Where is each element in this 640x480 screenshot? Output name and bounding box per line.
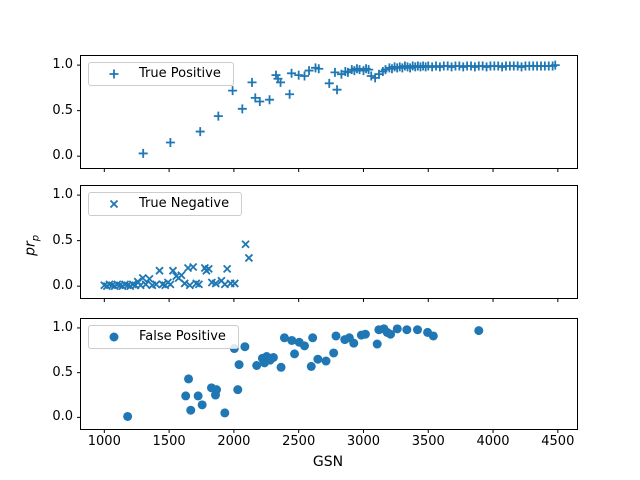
true-negative-scatter-plot xyxy=(77,194,559,302)
legend-true-positive: True Positive xyxy=(88,62,234,86)
y-tick-label: 0.5 xyxy=(52,102,73,118)
y-tick-label: 1.0 xyxy=(52,187,73,203)
x-tick-label: 3000 xyxy=(346,434,380,449)
y-tick-label: 0.0 xyxy=(52,148,73,164)
y-tick-label: 0.0 xyxy=(52,409,73,425)
legend-label-true-positive: True Positive xyxy=(139,66,221,81)
legend-label-true-negative: True Negative xyxy=(139,196,230,211)
x-tick-label: 1500 xyxy=(152,434,186,449)
y-tick-label: 1.0 xyxy=(52,57,73,73)
y-tick-label: 0.5 xyxy=(52,232,73,248)
y-axis-label-main: pr xyxy=(22,241,39,256)
x-tick-label: 3500 xyxy=(411,434,445,449)
x-marker-icon xyxy=(89,198,139,210)
subplot-true-negative: True Negative 0.0 0.5 1.0 xyxy=(52,185,578,302)
legend-label-false-positive: False Positive xyxy=(139,329,226,344)
y-tick-label: 1.0 xyxy=(52,319,73,335)
x-tick-label: 4500 xyxy=(541,434,575,449)
legend-false-positive: False Positive xyxy=(88,325,239,349)
plus-marker-icon xyxy=(89,68,139,80)
x-tick-label: 4000 xyxy=(476,434,510,449)
true-positive-scatter-plot xyxy=(77,60,560,172)
legend-true-negative: True Negative xyxy=(88,192,243,216)
x-tick-label: 2000 xyxy=(217,434,251,449)
x-tick-label: 2500 xyxy=(282,434,316,449)
false-positive-scatter-plot xyxy=(77,324,559,433)
y-axis-label: prp xyxy=(23,205,42,285)
circle-marker-icon xyxy=(89,331,139,343)
x-tick-label: 1000 xyxy=(87,434,121,449)
x-axis-label: GSN xyxy=(312,454,344,470)
y-tick-label: 0.0 xyxy=(52,278,73,294)
y-axis-label-sub: p xyxy=(30,234,42,242)
subplot-true-positive: True Positive 0.0 0.5 1.0 xyxy=(52,55,578,172)
y-tick-label: 0.5 xyxy=(52,364,73,380)
subplot-false-positive: False Positive 0.0 0.5 1.0 1000 1500 2000 2500… xyxy=(52,318,578,449)
